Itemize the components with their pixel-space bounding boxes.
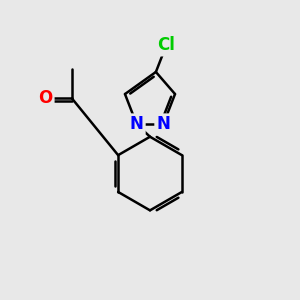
Text: N: N bbox=[130, 116, 144, 134]
Text: Cl: Cl bbox=[157, 37, 175, 55]
Text: N: N bbox=[156, 116, 170, 134]
Text: O: O bbox=[38, 89, 52, 107]
